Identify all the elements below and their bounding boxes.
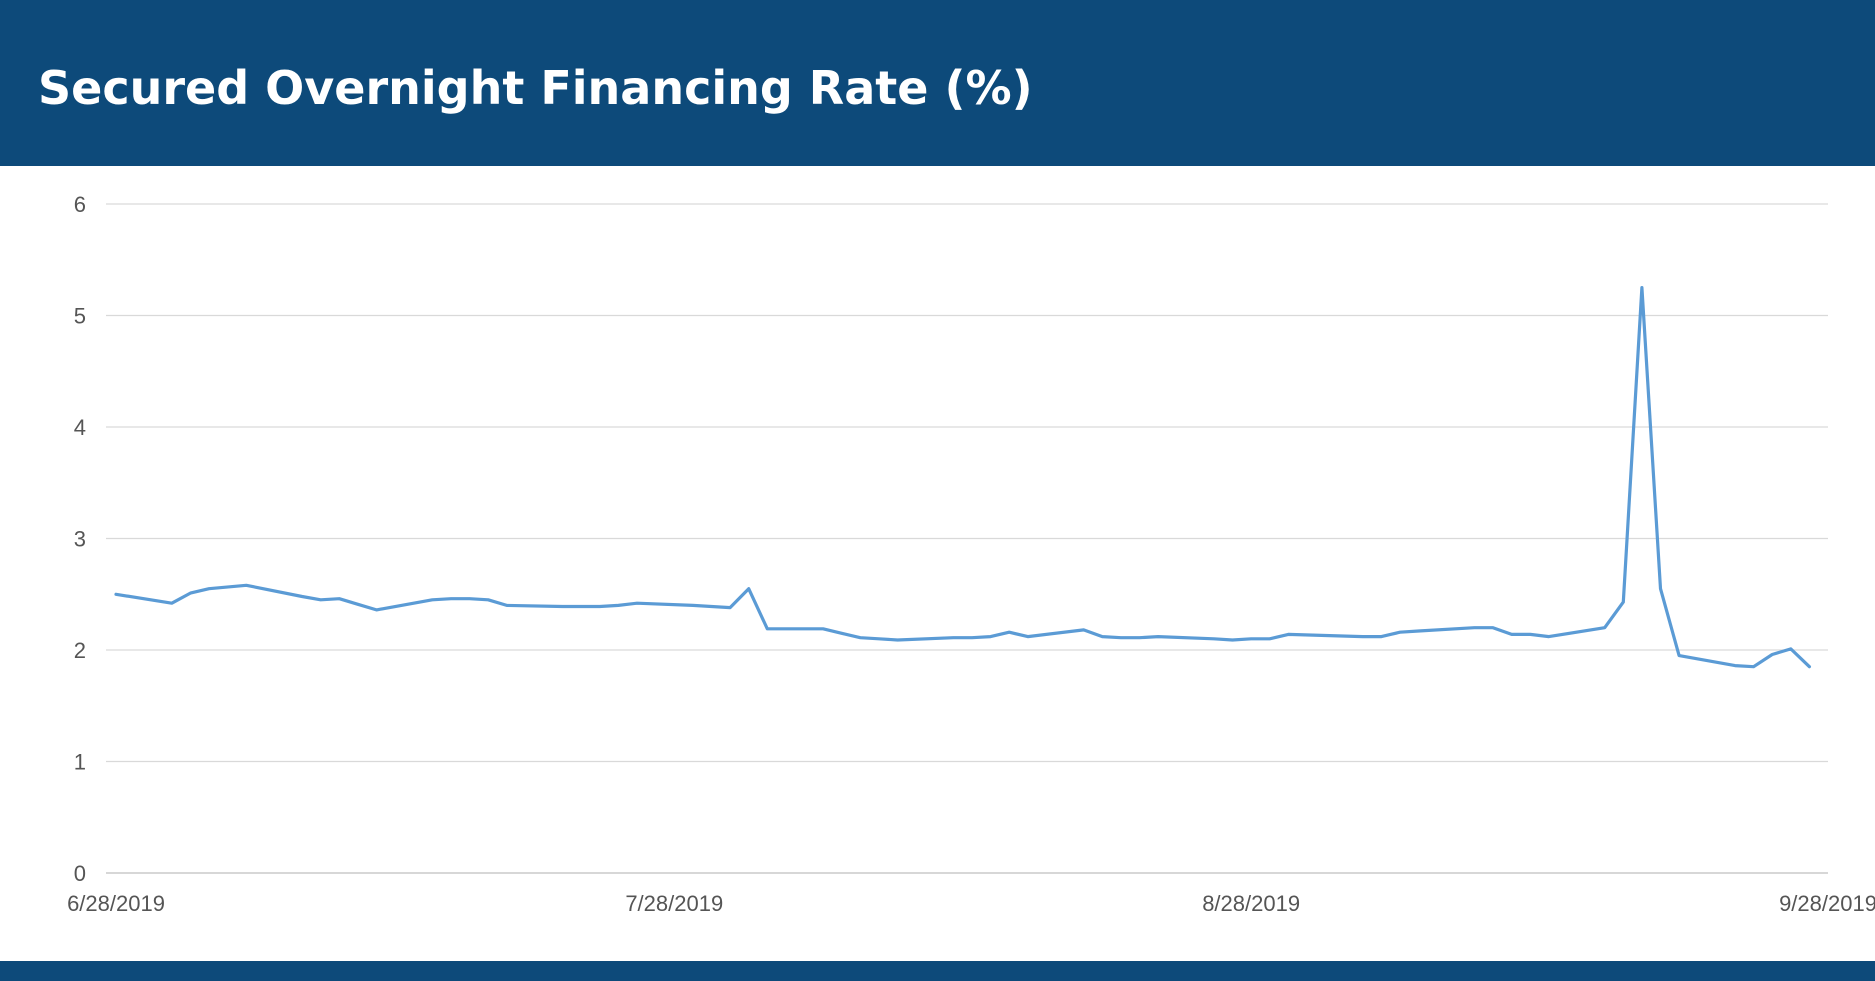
data-point: [989, 635, 993, 639]
data-point: [430, 598, 434, 602]
data-point: [1249, 637, 1253, 641]
data-point: [1491, 626, 1495, 630]
data-point: [1621, 600, 1625, 604]
data-point: [188, 591, 192, 595]
chart-header: Secured Overnight Financing Rate (%): [0, 0, 1875, 166]
data-point: [1379, 635, 1383, 639]
data-point: [765, 627, 769, 631]
x-tick-label: 6/28/2019: [67, 891, 165, 916]
data-point: [114, 592, 118, 596]
data-point: [616, 603, 620, 607]
data-point: [300, 595, 304, 599]
data-point: [821, 627, 825, 631]
data-point: [710, 605, 714, 609]
data-point: [598, 605, 602, 609]
data-point: [1156, 635, 1160, 639]
series-line: [114, 285, 1812, 669]
y-tick-label: 5: [74, 304, 86, 329]
data-point: [1417, 629, 1421, 633]
data-point: [170, 601, 174, 605]
data-point: [951, 636, 955, 640]
data-point: [1603, 626, 1607, 630]
data-point: [1752, 665, 1756, 669]
data-point: [970, 636, 974, 640]
y-axis: 0 1 2 3 4 5 6: [74, 192, 86, 886]
data-point: [1119, 636, 1123, 640]
data-point: [244, 583, 248, 587]
data-point: [561, 605, 565, 609]
data-point: [1138, 636, 1142, 640]
footer-bar: [0, 961, 1875, 981]
data-point: [1640, 286, 1644, 290]
x-tick-label: 9/28/2019: [1779, 891, 1875, 916]
data-point: [375, 608, 379, 612]
data-point: [1082, 628, 1086, 632]
x-tick-label: 8/28/2019: [1202, 891, 1300, 916]
data-point: [840, 631, 844, 635]
data-point: [468, 597, 472, 601]
data-point: [1100, 635, 1104, 639]
data-point: [449, 597, 453, 601]
gridlines: [106, 203, 1828, 874]
data-point: [486, 598, 490, 602]
data-point: [1472, 626, 1476, 630]
data-point: [635, 601, 639, 605]
data-point: [1733, 664, 1737, 668]
data-point: [1231, 638, 1235, 642]
data-point: [1398, 630, 1402, 634]
data-point: [1510, 632, 1514, 636]
y-tick-label: 0: [74, 861, 86, 886]
chart-title: Secured Overnight Financing Rate (%): [38, 61, 1033, 115]
data-point: [1528, 632, 1532, 636]
data-point: [1212, 637, 1216, 641]
data-point: [1677, 654, 1681, 658]
data-point: [1268, 637, 1272, 641]
data-point: [1547, 635, 1551, 639]
data-point: [207, 587, 211, 591]
data-point: [1659, 587, 1663, 591]
y-tick-label: 2: [74, 638, 86, 663]
x-tick-label: 7/28/2019: [625, 891, 723, 916]
data-point: [896, 638, 900, 642]
data-point: [877, 637, 881, 641]
data-point: [337, 597, 341, 601]
data-point: [579, 605, 583, 609]
y-tick-label: 6: [74, 192, 86, 217]
data-point: [319, 598, 323, 602]
data-point: [1286, 632, 1290, 636]
y-tick-label: 1: [74, 750, 86, 775]
data-point: [691, 603, 695, 607]
data-point: [1361, 635, 1365, 639]
data-point: [356, 602, 360, 606]
data-point: [1807, 665, 1811, 669]
data-point: [1026, 635, 1030, 639]
data-point: [858, 636, 862, 640]
y-tick-label: 4: [74, 415, 86, 440]
data-point: [1770, 653, 1774, 657]
data-point: [1007, 630, 1011, 634]
data-point: [728, 606, 732, 610]
data-point: [1789, 647, 1793, 651]
y-tick-label: 3: [74, 527, 86, 552]
series: [114, 285, 1812, 669]
x-axis: 6/28/2019 7/28/2019 8/28/2019 9/28/2019: [67, 891, 1875, 916]
line-chart: 0 1 2 3 4 5 6 6/28/2019 7/28/2019 8/28/2019 9/28/…: [67, 192, 1875, 916]
data-point: [505, 603, 509, 607]
data-point: [747, 587, 751, 591]
